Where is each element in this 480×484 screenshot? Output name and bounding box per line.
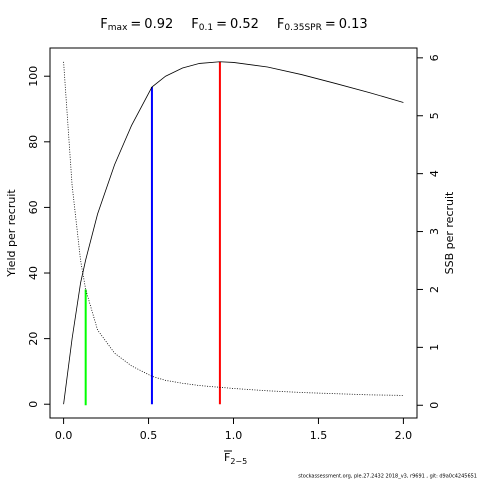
y-tick-label: 80 xyxy=(27,135,40,149)
title-symbol: F xyxy=(277,17,284,32)
title-value: 0.52 xyxy=(230,17,259,32)
series-line xyxy=(63,61,404,396)
series-line xyxy=(63,61,404,405)
x-tick-label: 0.5 xyxy=(140,429,158,442)
x-label-symbol: F xyxy=(224,451,230,464)
x-label-subscript: 2−5 xyxy=(230,457,247,466)
y-tick-label: 60 xyxy=(27,200,40,214)
title-symbol: F xyxy=(100,17,107,32)
x-axis-label: F2−5 xyxy=(224,450,247,466)
x-tick-label: 0.0 xyxy=(55,429,73,442)
title-value: 0.13 xyxy=(339,17,368,32)
y-tick-label: 0 xyxy=(27,401,40,408)
y2-tick-label: 0 xyxy=(428,402,441,409)
x-tick-label: 1.5 xyxy=(310,429,328,442)
y2-tick-label: 3 xyxy=(428,228,441,235)
y2-tick-label: 1 xyxy=(428,344,441,351)
chart-title: Fmax = 0.92 F0.1 = 0.52 F0.35SPR = 0.13 xyxy=(100,17,367,33)
y-tick-label: 40 xyxy=(27,266,40,280)
title-subscript: max xyxy=(108,23,128,33)
title-relation: = xyxy=(216,17,227,32)
x-tick-label: 2.0 xyxy=(395,429,413,442)
title-subscript: 0.1 xyxy=(199,23,213,33)
y-axis-label: Yield per recruit xyxy=(5,189,18,278)
title-subscript: 0.35SPR xyxy=(284,23,321,33)
y-tick-label: 100 xyxy=(27,66,40,87)
y2-tick-label: 2 xyxy=(428,286,441,293)
y2-tick-label: 5 xyxy=(428,112,441,119)
title-value: 0.92 xyxy=(144,17,173,32)
x-label-text: F2−5 xyxy=(224,451,247,466)
y2-axis-label: SSB per recruit xyxy=(443,191,456,274)
title-text: Fmax = 0.92 F0.1 = 0.52 F0.35SPR = 0.13 xyxy=(100,17,367,33)
footer: stockassessment.org, ple.27.2432 2018_v3… xyxy=(298,474,477,480)
title-relation: = xyxy=(325,17,336,32)
y-tick-label: 20 xyxy=(27,332,40,346)
title-relation: = xyxy=(130,17,141,32)
title-symbol: F xyxy=(191,17,198,32)
x-tick-label: 1.0 xyxy=(225,429,243,442)
y2-tick-label: 6 xyxy=(428,54,441,61)
y2-tick-label: 4 xyxy=(428,170,441,177)
